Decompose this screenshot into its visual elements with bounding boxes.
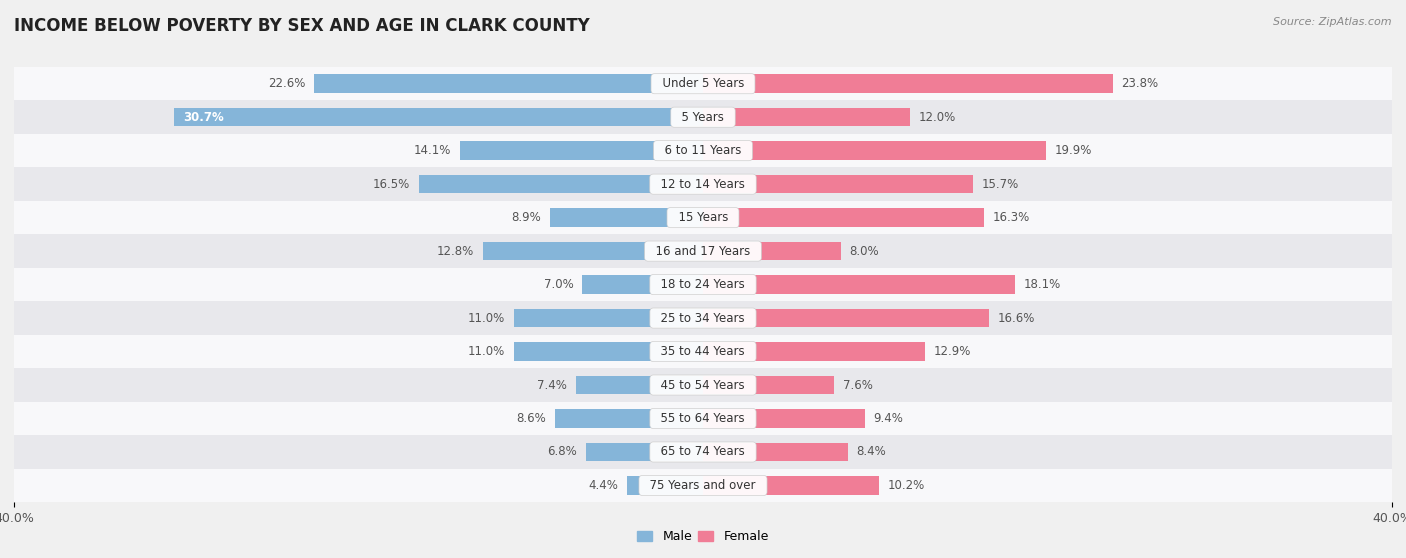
Bar [575,376,703,394]
Text: 12.0%: 12.0% [918,110,956,124]
Bar [703,477,879,495]
Text: INCOME BELOW POVERTY BY SEX AND AGE IN CLARK COUNTY: INCOME BELOW POVERTY BY SEX AND AGE IN C… [14,17,589,35]
Bar [555,410,703,427]
Text: 16 and 17 Years: 16 and 17 Years [648,244,758,258]
Bar [14,234,1392,268]
Bar [14,268,1392,301]
Bar [703,74,1114,93]
Text: 15 Years: 15 Years [671,211,735,224]
Bar [586,443,703,461]
Text: 5 Years: 5 Years [675,110,731,124]
Text: 12.9%: 12.9% [934,345,972,358]
Text: 25 to 34 Years: 25 to 34 Years [654,311,752,325]
Text: 14.1%: 14.1% [415,144,451,157]
Text: 7.6%: 7.6% [842,378,872,392]
Bar [14,368,1392,402]
Bar [703,443,848,461]
Text: 8.6%: 8.6% [516,412,547,425]
Bar [703,410,865,427]
Text: 6 to 11 Years: 6 to 11 Years [657,144,749,157]
Text: 15.7%: 15.7% [981,177,1019,191]
Text: 12 to 14 Years: 12 to 14 Years [654,177,752,191]
Bar [703,208,984,227]
Text: 9.4%: 9.4% [873,412,904,425]
Text: 11.0%: 11.0% [468,345,505,358]
Bar [627,477,703,495]
Bar [703,108,910,126]
Bar [703,309,988,327]
Text: 6.8%: 6.8% [547,445,578,459]
Bar [14,435,1392,469]
Text: 45 to 54 Years: 45 to 54 Years [654,378,752,392]
Text: 7.4%: 7.4% [537,378,567,392]
Text: 75 Years and over: 75 Years and over [643,479,763,492]
Bar [513,342,703,360]
Bar [14,167,1392,201]
Bar [314,74,703,93]
Text: 22.6%: 22.6% [267,77,305,90]
Bar [550,208,703,227]
Bar [174,108,703,126]
Text: Under 5 Years: Under 5 Years [655,77,751,90]
Text: 4.4%: 4.4% [589,479,619,492]
Bar [419,175,703,193]
Text: 30.7%: 30.7% [183,110,224,124]
Text: 8.4%: 8.4% [856,445,886,459]
Bar [14,335,1392,368]
Bar [703,342,925,360]
Text: 16.3%: 16.3% [993,211,1029,224]
Bar [14,469,1392,502]
Text: 16.6%: 16.6% [997,311,1035,325]
Bar [14,67,1392,100]
Text: 23.8%: 23.8% [1122,77,1159,90]
Bar [482,242,703,260]
Text: 10.2%: 10.2% [887,479,925,492]
Text: 18.1%: 18.1% [1024,278,1060,291]
Text: 18 to 24 Years: 18 to 24 Years [654,278,752,291]
Bar [14,134,1392,167]
Bar [460,141,703,160]
Bar [703,276,1015,294]
Text: 35 to 44 Years: 35 to 44 Years [654,345,752,358]
Bar [703,242,841,260]
Text: Source: ZipAtlas.com: Source: ZipAtlas.com [1274,17,1392,27]
Text: 11.0%: 11.0% [468,311,505,325]
Bar [14,100,1392,134]
Bar [582,276,703,294]
Bar [703,376,834,394]
Bar [703,175,973,193]
Bar [14,201,1392,234]
Text: 16.5%: 16.5% [373,177,411,191]
Text: 12.8%: 12.8% [437,244,474,258]
Legend: Male, Female: Male, Female [633,525,773,548]
Text: 55 to 64 Years: 55 to 64 Years [654,412,752,425]
Text: 8.9%: 8.9% [512,211,541,224]
Text: 19.9%: 19.9% [1054,144,1091,157]
Bar [14,402,1392,435]
Text: 7.0%: 7.0% [544,278,574,291]
Text: 8.0%: 8.0% [849,244,879,258]
Text: 65 to 74 Years: 65 to 74 Years [654,445,752,459]
Bar [14,301,1392,335]
Bar [703,141,1046,160]
Bar [513,309,703,327]
